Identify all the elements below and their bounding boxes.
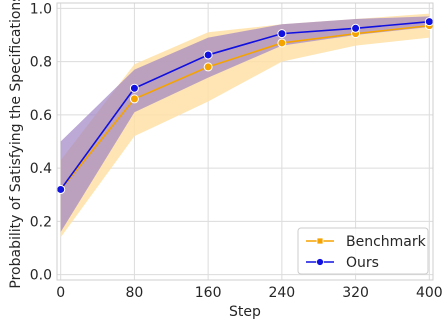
data-point-benchmark xyxy=(203,62,213,72)
y-tick-label: 0.6 xyxy=(30,108,52,124)
y-tick-label: 0.0 xyxy=(30,268,52,284)
data-point-ours xyxy=(203,50,213,60)
y-axis-label: Probability of Satisfying the Specificat… xyxy=(8,0,24,289)
y-tick-label: 0.8 xyxy=(30,55,52,71)
x-axis-label: Step xyxy=(229,304,261,320)
y-tick-label: 0.2 xyxy=(30,214,52,230)
legend: Benchmark Ours xyxy=(297,227,429,275)
series-lines xyxy=(60,20,430,190)
data-point-ours xyxy=(351,23,361,33)
confidence-band-ours xyxy=(60,16,430,233)
x-tick-label: 160 xyxy=(195,285,222,301)
x-axis-ticks: 0 80 160 240 320 400 xyxy=(56,285,442,301)
x-tick-label: 80 xyxy=(125,285,143,301)
x-tick-label: 320 xyxy=(342,285,369,301)
legend-marker-benchmark xyxy=(316,237,324,245)
series-line-ours xyxy=(60,20,430,190)
x-tick-label: 240 xyxy=(268,285,295,301)
data-point-benchmark xyxy=(277,38,287,48)
confidence-bands xyxy=(60,13,430,238)
y-tick-label: 0.4 xyxy=(30,161,52,177)
data-point-ours xyxy=(56,184,66,194)
plot-frame xyxy=(56,2,434,281)
y-tick-label: 1.0 xyxy=(30,1,52,17)
legend-label-benchmark: Benchmark xyxy=(346,234,427,250)
data-point-benchmark xyxy=(129,94,139,104)
data-point-ours xyxy=(129,83,139,93)
y-axis-ticks: 0.0 0.2 0.4 0.6 0.8 1.0 xyxy=(30,1,52,283)
x-tick-label: 400 xyxy=(416,285,443,301)
series-line-benchmark xyxy=(60,24,430,190)
series-markers xyxy=(56,17,434,194)
data-point-ours xyxy=(424,17,434,27)
x-tick-label: 0 xyxy=(56,285,65,301)
legend-label-ours: Ours xyxy=(346,255,379,271)
data-point-ours xyxy=(277,29,287,39)
legend-marker-ours xyxy=(316,258,324,266)
